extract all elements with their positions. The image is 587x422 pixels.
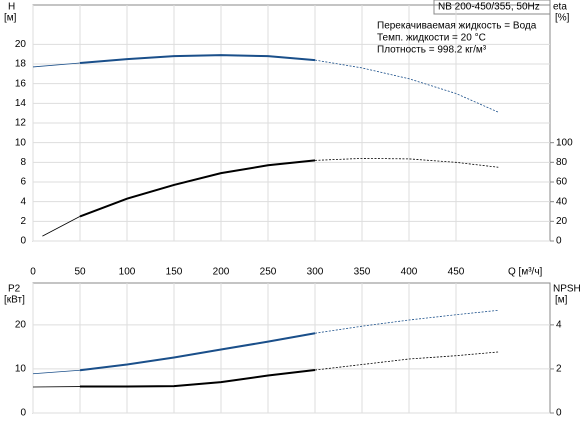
y2-tick-label: 100	[556, 137, 573, 148]
y-axis-label: P2	[8, 284, 21, 295]
plot-area	[32, 282, 551, 414]
chart-title: NB 200-450/355, 50Hz	[438, 2, 540, 13]
curve	[79, 54, 316, 65]
x-tick-label: 250	[260, 267, 277, 278]
x-tick-label: 400	[401, 267, 418, 278]
y-tick-label: 0	[20, 236, 26, 247]
y2-tick-label: 40	[556, 196, 568, 207]
y2-tick-label: 2	[556, 364, 562, 375]
x-tick-label: 150	[166, 267, 183, 278]
y-tick-label: 20	[15, 320, 27, 331]
y2-tick-label: 20	[556, 216, 568, 227]
y2-tick-label: 4	[556, 320, 562, 331]
y2-tick-label: 0	[556, 236, 562, 247]
curve	[314, 309, 499, 334]
x-tick-label: 300	[307, 267, 324, 278]
y-tick-label: 12	[15, 118, 27, 129]
curve	[32, 62, 81, 68]
curve	[32, 369, 81, 375]
x-tick-label: 450	[448, 267, 465, 278]
y-axis-unit: [кВт]	[4, 295, 25, 306]
y2-axis-unit: [м]	[555, 295, 568, 306]
y-axis-label: H	[8, 2, 15, 13]
y2-tick-label: 60	[556, 177, 568, 188]
y-tick-label: 0	[20, 408, 26, 419]
x-tick-label: 200	[213, 267, 230, 278]
y2-tick-label: 0	[556, 408, 562, 419]
y-tick-label: 14	[15, 98, 27, 109]
curve	[80, 369, 316, 388]
y-tick-label: 6	[20, 177, 26, 188]
y-tick-label: 4	[20, 196, 26, 207]
curve	[314, 157, 499, 168]
x-tick-label: 100	[119, 267, 136, 278]
x-tick-label: 50	[74, 267, 86, 278]
annotation: Плотность = 998.2 кг/м³	[377, 45, 487, 56]
x-tick-label: 0	[30, 267, 36, 278]
y-tick-label: 16	[15, 78, 27, 89]
annotation: Темп. жидкости = 20 °C	[377, 33, 486, 44]
curve	[314, 59, 499, 113]
y2-axis-label: eta	[553, 2, 567, 13]
x-axis-label: Q [м³/ч]	[508, 267, 543, 278]
y2-tick-label: 80	[556, 157, 568, 168]
x-tick-label: 350	[354, 267, 371, 278]
y-tick-label: 10	[15, 137, 27, 148]
y-tick-label: 10	[15, 364, 27, 375]
y2-axis-label: NPSH	[553, 284, 581, 295]
y-tick-label: 20	[15, 39, 27, 50]
curve	[42, 216, 81, 237]
curve	[314, 351, 499, 371]
y-tick-label: 2	[20, 216, 26, 227]
annotation: Перекачиваемая жидкость = Вода	[377, 21, 537, 32]
curve	[79, 332, 316, 372]
y-axis-unit: [м]	[4, 13, 17, 24]
curve	[79, 159, 316, 218]
y2-axis-unit: [%]	[555, 13, 570, 24]
y-tick-label: 18	[15, 59, 27, 70]
y-tick-label: 8	[20, 157, 26, 168]
